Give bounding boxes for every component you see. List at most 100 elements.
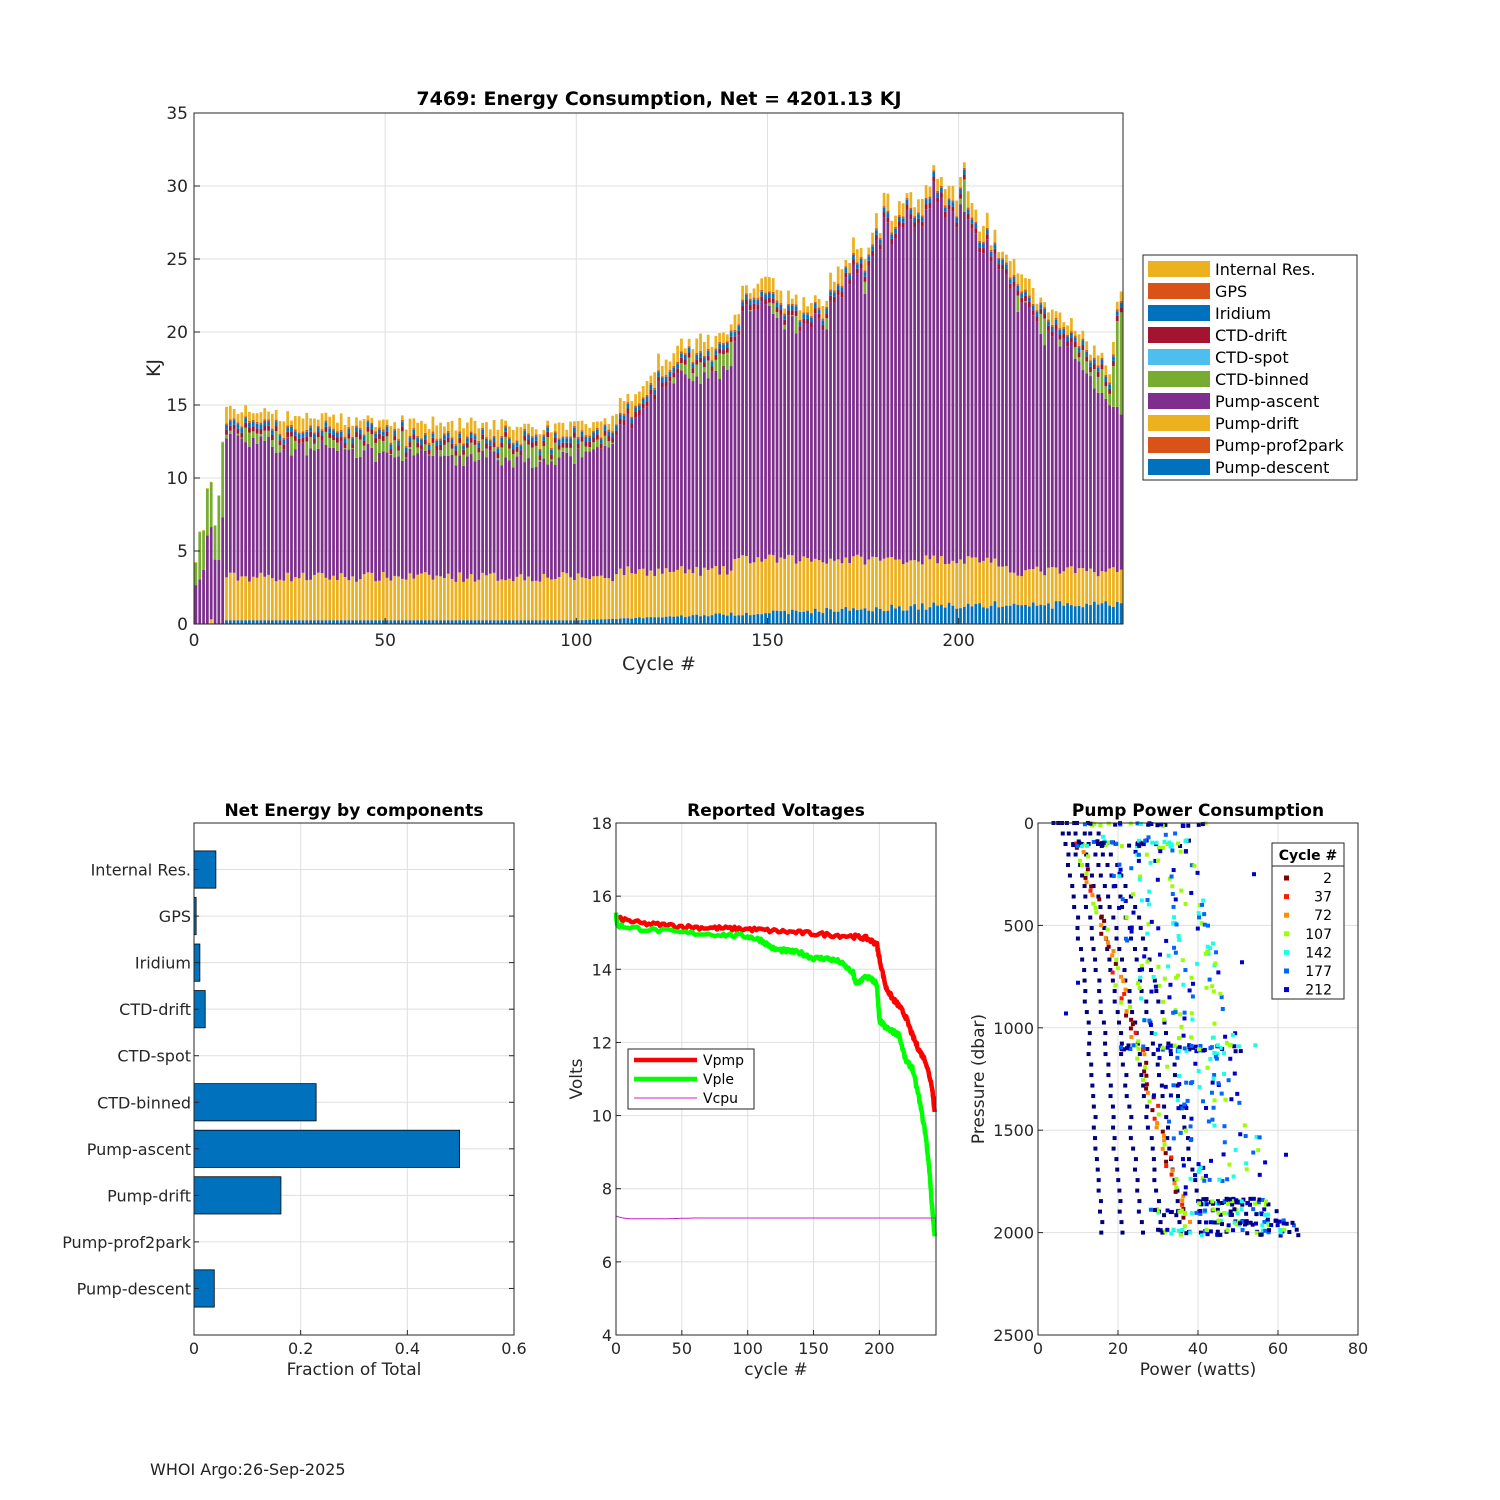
energy-bar-segment bbox=[1119, 312, 1123, 415]
energy-bar-segment bbox=[985, 234, 989, 240]
energy-bar-segment bbox=[400, 578, 404, 621]
energy-bar-segment bbox=[703, 615, 706, 624]
pump-point bbox=[1083, 989, 1088, 994]
energy-bar-stack bbox=[775, 289, 779, 624]
energy-bar-segment bbox=[515, 446, 519, 452]
energy-bar-segment bbox=[699, 350, 702, 353]
energy-bar-stack bbox=[565, 429, 569, 624]
energy-bar-segment bbox=[584, 441, 588, 447]
energy-bar-segment bbox=[863, 270, 867, 273]
energy-bar-segment bbox=[852, 259, 855, 265]
energy-bar-segment bbox=[1047, 321, 1050, 326]
energy-bar-stack bbox=[951, 185, 955, 624]
pump-point bbox=[1177, 937, 1182, 942]
energy-bar-segment bbox=[966, 603, 970, 624]
energy-bar-segment bbox=[855, 273, 859, 555]
energy-bar-segment bbox=[446, 432, 450, 438]
energy-bar-stack bbox=[580, 420, 584, 624]
energy-bar-segment bbox=[901, 227, 905, 565]
energy-bar-segment bbox=[798, 319, 802, 322]
pump-point bbox=[1149, 1031, 1154, 1036]
energy-bar-segment bbox=[404, 447, 408, 453]
energy-bar-segment bbox=[936, 563, 939, 606]
energy-bar-segment bbox=[1039, 297, 1043, 303]
energy-bar-segment bbox=[764, 276, 767, 293]
energy-bar-segment bbox=[1012, 572, 1016, 604]
energy-bar-segment bbox=[209, 619, 213, 624]
pump-ytick-label: 1000 bbox=[993, 1019, 1034, 1038]
energy-bar-segment bbox=[951, 202, 955, 207]
pump-point bbox=[1231, 1174, 1236, 1179]
energy-bar-segment bbox=[951, 605, 955, 624]
energy-bar-segment bbox=[871, 246, 874, 251]
energy-bar-segment bbox=[228, 419, 232, 422]
energy-bar-segment bbox=[458, 437, 462, 443]
energy-bar-segment bbox=[450, 443, 454, 449]
energy-bar-segment bbox=[1108, 382, 1111, 385]
pump-point bbox=[1234, 1208, 1239, 1213]
energy-bar-segment bbox=[867, 559, 871, 611]
voltages-ytick-label: 4 bbox=[602, 1326, 612, 1345]
energy-bar-segment bbox=[653, 387, 657, 390]
energy-bar-segment bbox=[1062, 338, 1066, 572]
pump-point bbox=[1082, 978, 1087, 983]
energy-bar-segment bbox=[194, 585, 198, 624]
energy-bar-segment bbox=[263, 440, 267, 577]
energy-bar-segment bbox=[439, 438, 442, 441]
energy-bar-segment bbox=[1024, 302, 1027, 571]
pump-point bbox=[1179, 1106, 1184, 1111]
energy-bar-segment bbox=[358, 420, 362, 429]
energy-bar-stack bbox=[668, 361, 672, 624]
energy-bar-segment bbox=[450, 448, 454, 455]
energy-bar-segment bbox=[741, 299, 744, 302]
energy-bar-segment bbox=[840, 287, 844, 293]
energy-bar-segment bbox=[206, 488, 209, 536]
pump-point bbox=[1119, 1000, 1124, 1005]
pump-point bbox=[1088, 915, 1093, 920]
pump-point bbox=[1122, 992, 1127, 997]
pump-point bbox=[1107, 905, 1112, 910]
energy-bar-stack bbox=[408, 418, 412, 624]
pump-point bbox=[1150, 1146, 1155, 1151]
pump-point bbox=[1156, 964, 1161, 969]
energy-bar-segment bbox=[592, 432, 595, 438]
energy-bar-segment bbox=[534, 620, 538, 624]
energy-bar-segment bbox=[305, 412, 309, 430]
energy-bar-segment bbox=[1020, 302, 1024, 577]
energy-bar-segment bbox=[756, 309, 760, 558]
energy-bar-segment bbox=[607, 429, 611, 432]
energy-bar-segment bbox=[695, 614, 699, 624]
energy-bar-segment bbox=[676, 361, 679, 364]
energy-bar-segment bbox=[955, 200, 959, 217]
energy-bar-segment bbox=[783, 313, 787, 316]
energy-bar-segment bbox=[534, 434, 538, 437]
energy-ytick-label: 30 bbox=[166, 177, 188, 197]
pump-point bbox=[1233, 1049, 1238, 1054]
energy-bar-segment bbox=[332, 575, 335, 621]
pump-legend-label: 107 bbox=[1305, 927, 1332, 943]
pump-point bbox=[1111, 915, 1116, 920]
energy-bar-segment bbox=[764, 558, 767, 613]
energy-bar-stack bbox=[603, 418, 607, 624]
energy-bar-segment bbox=[829, 558, 832, 609]
energy-bar-segment bbox=[511, 454, 515, 468]
energy-bar-segment bbox=[1073, 606, 1077, 624]
pump-point bbox=[1206, 923, 1211, 928]
energy-bar-segment bbox=[982, 560, 985, 608]
energy-bar-segment bbox=[1012, 276, 1016, 282]
pump-point bbox=[1133, 905, 1138, 910]
energy-bar-segment bbox=[477, 620, 481, 624]
energy-bar-stack bbox=[324, 412, 328, 624]
energy-bar-segment bbox=[324, 431, 328, 446]
pump-point bbox=[1181, 982, 1186, 987]
energy-bar-segment bbox=[829, 291, 832, 296]
energy-bar-segment bbox=[844, 607, 848, 624]
energy-bar-segment bbox=[599, 439, 603, 444]
energy-bar-segment bbox=[603, 578, 607, 620]
energy-bar-stack bbox=[653, 372, 657, 624]
energy-bar-segment bbox=[848, 279, 852, 285]
energy-bar-segment bbox=[638, 569, 641, 618]
energy-bar-segment bbox=[278, 579, 282, 621]
energy-bar-segment bbox=[508, 620, 511, 624]
